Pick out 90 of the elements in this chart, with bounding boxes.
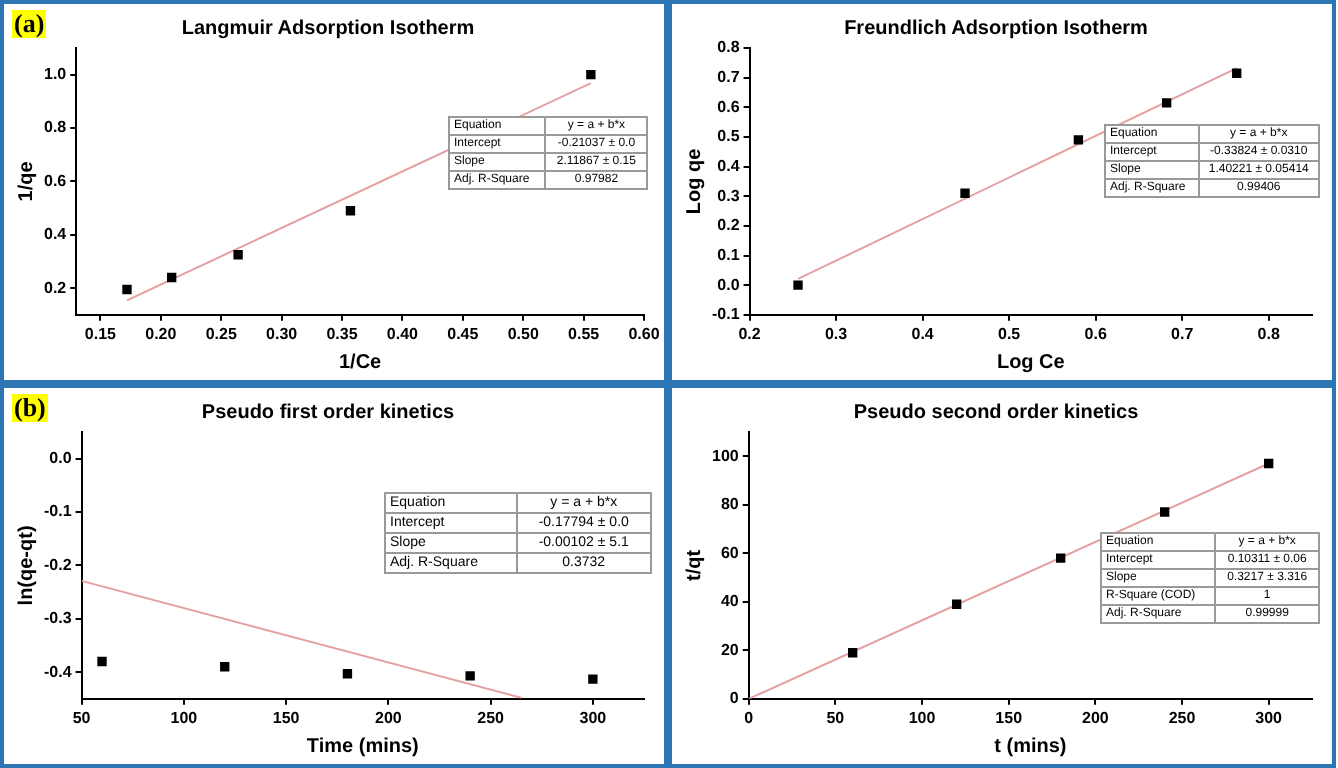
x-axis-title: t (mins): [994, 735, 1067, 758]
x-axis-title: 1/Ce: [339, 351, 383, 374]
x-tick-label: 50: [72, 708, 92, 727]
y-tick-label: -0.1: [43, 502, 73, 521]
x-tick-label: 0.30: [266, 324, 299, 343]
y-tick-label: 0.4: [43, 225, 68, 244]
y-tick-label: -0.1: [711, 305, 741, 324]
x-tick-label: 200: [374, 708, 403, 727]
x-tick-label: 0.2: [738, 324, 762, 343]
y-tick-label: 0.7: [717, 68, 741, 87]
point: [586, 70, 596, 80]
y-tick-label: 40: [720, 592, 740, 611]
x-tick-label: 0.45: [447, 324, 480, 343]
point: [167, 272, 177, 283]
x-tick-label: 0.55: [568, 324, 601, 343]
point: [952, 599, 962, 609]
x-tick-label: 100: [170, 708, 199, 727]
point: [960, 188, 970, 198]
y-tick-label: 0.4: [717, 156, 741, 175]
x-axis-title: Time (mins): [306, 735, 419, 758]
x-tick-label: 250: [477, 708, 506, 727]
y-tick-label: 0.8: [43, 118, 68, 137]
y-tick-label: 0.0: [49, 449, 73, 468]
x-tick-label: 50: [826, 708, 846, 727]
x-tick-label: 0.25: [205, 324, 238, 343]
y-tick-label: 0.6: [43, 171, 68, 190]
point: [1232, 68, 1242, 78]
x-tick-label: 0.35: [326, 324, 359, 343]
point: [97, 656, 107, 667]
y-tick-label: 0.5: [717, 127, 741, 146]
point: [1160, 507, 1170, 517]
x-tick-label: 0.7: [1171, 324, 1195, 343]
chart-title: Pseudo first order kinetics: [201, 401, 456, 424]
y-tick-label: -0.3: [43, 609, 73, 628]
point: [793, 280, 803, 290]
point: [122, 284, 132, 295]
x-tick-label: 0.20: [145, 324, 178, 343]
x-tick-label: 0.5: [998, 324, 1022, 343]
x-tick-label: 0.15: [84, 324, 118, 343]
y-axis-title: 1/qe: [15, 160, 38, 202]
text: (a): [12, 8, 47, 38]
x-tick-label: 250: [1168, 708, 1197, 727]
x-tick-label: 0.8: [1257, 324, 1281, 343]
y-axis-title: ln(qe-qt): [15, 525, 38, 606]
y-tick-label: 0.8: [717, 38, 741, 57]
y-tick-label: 0.3: [717, 186, 741, 205]
y-tick-label: 0.0: [717, 275, 741, 294]
point: [588, 674, 598, 684]
x-tick-label: 0.6: [1084, 324, 1108, 343]
x-axis-title: Log Ce: [996, 351, 1066, 374]
y-tick-label: -0.4: [43, 662, 73, 681]
x-tick-label: 0.40: [386, 324, 420, 343]
x-tick-label: 0.4: [911, 324, 935, 343]
point: [345, 206, 356, 216]
x-tick-label: 150: [995, 708, 1024, 727]
y-tick-label: 0: [729, 689, 740, 708]
point: [1073, 135, 1084, 145]
point: [1161, 98, 1172, 108]
y-tick-label: 1.0: [43, 65, 68, 84]
y-tick-label: 80: [720, 495, 740, 514]
y-tick-label: -0.2: [43, 555, 73, 574]
point: [848, 648, 858, 658]
text: (b): [12, 392, 48, 422]
x-tick-label: 0.3: [824, 324, 849, 343]
y-tick-label: 100: [711, 446, 740, 465]
chart-title: Langmuir Adsorption Isotherm: [181, 17, 475, 40]
y-tick-label: 0.2: [717, 216, 741, 235]
x-tick-label: 0.50: [507, 324, 540, 343]
point: [220, 662, 230, 672]
y-tick-label: 60: [720, 543, 740, 562]
y-tick-label: 0.2: [43, 278, 68, 297]
x-tick-label: 0: [744, 708, 755, 727]
point: [465, 671, 475, 681]
x-tick-label: 300: [1255, 708, 1284, 727]
y-tick-label: 0.1: [717, 245, 741, 264]
y-tick-label: 20: [720, 640, 740, 659]
point: [233, 250, 243, 260]
point: [1056, 553, 1066, 563]
x-tick-label: 0.60: [628, 324, 661, 343]
y-axis-title: t/qt: [683, 548, 706, 581]
chart-title: Pseudo second order kinetics: [853, 401, 1140, 424]
chart-title: Freundlich Adsorption Isotherm: [844, 17, 1149, 40]
y-tick-label: 0.6: [717, 97, 741, 116]
x-tick-label: 100: [908, 708, 937, 727]
x-tick-label: 300: [579, 708, 608, 727]
y-axis-title: Log qe: [683, 147, 706, 215]
point: [1263, 458, 1274, 469]
point: [342, 669, 353, 679]
x-tick-label: 200: [1081, 708, 1110, 727]
x-tick-label: 150: [272, 708, 301, 727]
